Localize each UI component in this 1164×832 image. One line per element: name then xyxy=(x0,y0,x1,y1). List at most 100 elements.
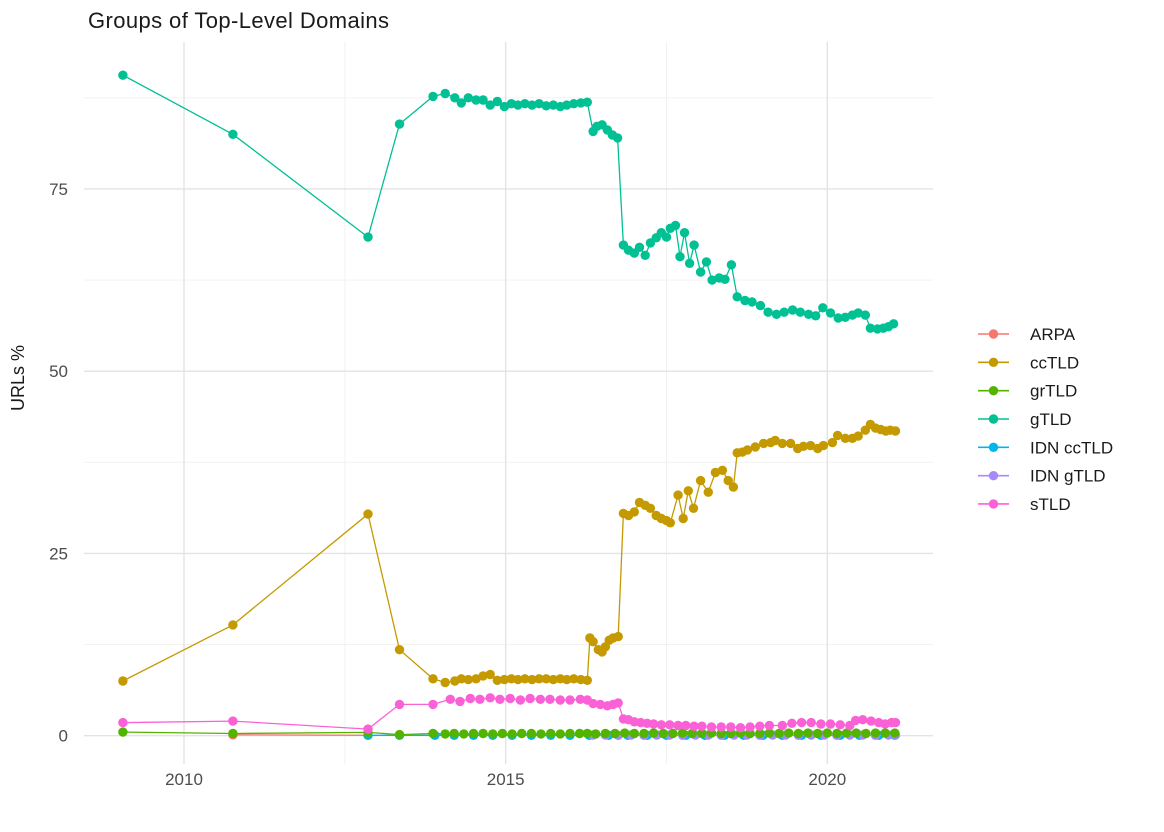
data-point xyxy=(466,694,475,703)
data-point xyxy=(751,442,760,451)
gridlines xyxy=(84,42,933,764)
data-point xyxy=(588,637,597,646)
data-point xyxy=(803,728,812,737)
series-layer xyxy=(118,71,900,741)
data-point xyxy=(641,251,650,260)
data-point xyxy=(718,466,727,475)
data-point xyxy=(765,721,774,730)
data-point xyxy=(459,729,468,738)
data-point xyxy=(228,130,237,139)
data-point xyxy=(507,729,516,738)
data-point xyxy=(696,476,705,485)
data-point xyxy=(747,297,756,306)
data-point xyxy=(665,720,674,729)
data-point xyxy=(583,729,592,738)
legend-key-dot-icon xyxy=(989,414,998,423)
data-point xyxy=(889,319,898,328)
data-point xyxy=(450,729,459,738)
data-point xyxy=(469,729,478,738)
data-point xyxy=(363,724,372,733)
legend-item-IDN-gTLD: IDN gTLD xyxy=(978,467,1106,486)
data-point xyxy=(813,729,822,738)
data-point xyxy=(635,243,644,252)
data-point xyxy=(675,252,684,261)
y-tick-label: 50 xyxy=(49,362,68,381)
data-point xyxy=(720,275,729,284)
data-point xyxy=(891,718,900,727)
data-point xyxy=(727,260,736,269)
data-point xyxy=(488,729,497,738)
legend-item-ccTLD: ccTLD xyxy=(978,353,1079,372)
data-point xyxy=(583,676,592,685)
data-point xyxy=(823,728,832,737)
data-point xyxy=(583,98,592,107)
data-point xyxy=(816,719,825,728)
data-point xyxy=(630,729,639,738)
data-point xyxy=(778,721,787,730)
data-point xyxy=(639,729,648,738)
data-point xyxy=(780,308,789,317)
legend-key-dot-icon xyxy=(989,386,998,395)
data-point xyxy=(794,729,803,738)
series-sTLD xyxy=(118,693,900,734)
data-point xyxy=(614,632,623,641)
data-point xyxy=(671,221,680,230)
data-point xyxy=(428,674,437,683)
data-point xyxy=(755,722,764,731)
data-point xyxy=(395,645,404,654)
data-point xyxy=(556,729,565,738)
data-point xyxy=(228,716,237,725)
data-point xyxy=(517,729,526,738)
x-tick-label: 2010 xyxy=(165,770,203,789)
data-point xyxy=(478,729,487,738)
data-point xyxy=(118,676,127,685)
legend-label: sTLD xyxy=(1030,495,1071,514)
data-point xyxy=(891,426,900,435)
data-point xyxy=(428,729,437,738)
data-point xyxy=(890,728,899,737)
data-point xyxy=(649,728,658,737)
data-point xyxy=(871,728,880,737)
data-point xyxy=(441,89,450,98)
data-point xyxy=(118,727,127,736)
data-point xyxy=(679,514,688,523)
data-point xyxy=(516,695,525,704)
y-tick-label: 25 xyxy=(49,544,68,563)
data-point xyxy=(702,257,711,266)
legend-item-IDN-ccTLD: IDN ccTLD xyxy=(978,438,1113,457)
chart-title: Groups of Top-Level Domains xyxy=(88,8,389,33)
x-tick-label: 2015 xyxy=(487,770,525,789)
data-point xyxy=(662,232,671,241)
data-point xyxy=(689,240,698,249)
data-point xyxy=(228,729,237,738)
data-point xyxy=(818,303,827,312)
data-point xyxy=(763,308,772,317)
data-point xyxy=(866,716,875,725)
data-point xyxy=(601,729,610,738)
legend-item-grTLD: grTLD xyxy=(978,382,1077,401)
data-point xyxy=(684,486,693,495)
data-point xyxy=(784,728,793,737)
data-point xyxy=(525,694,534,703)
data-point xyxy=(536,695,545,704)
data-point xyxy=(696,267,705,276)
data-point xyxy=(756,301,765,310)
data-point xyxy=(707,722,716,731)
data-point xyxy=(556,695,565,704)
data-point xyxy=(811,311,820,320)
data-point xyxy=(861,310,870,319)
data-point xyxy=(659,729,668,738)
legend-item-ARPA: ARPA xyxy=(978,325,1076,344)
data-point xyxy=(395,700,404,709)
y-axis-title: URLs % xyxy=(8,345,28,411)
data-point xyxy=(796,308,805,317)
series-gTLD xyxy=(118,71,898,334)
data-point xyxy=(455,697,464,706)
data-point xyxy=(498,729,507,738)
data-point xyxy=(787,719,796,728)
legend-label: ARPA xyxy=(1030,325,1076,344)
data-point xyxy=(118,718,127,727)
data-point xyxy=(363,232,372,241)
data-point xyxy=(826,719,835,728)
